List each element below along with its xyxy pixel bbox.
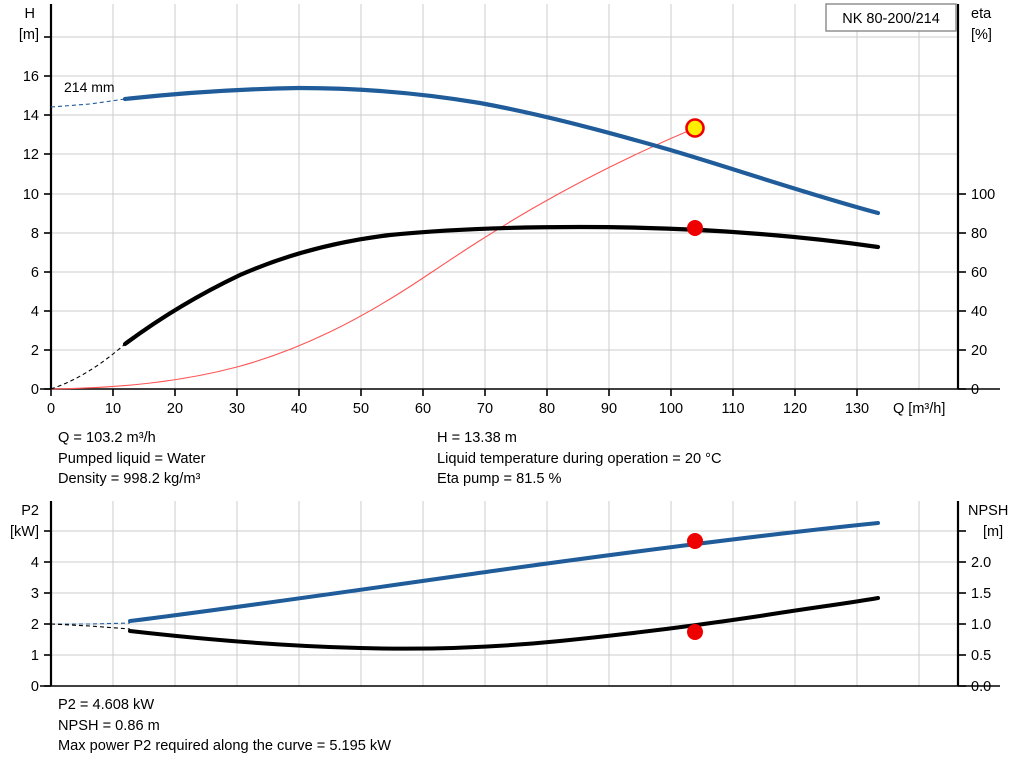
operating-info-right: H = 13.38 m Liquid temperature during op… <box>437 428 722 490</box>
upper-y-right-tick-100: 100 <box>971 187 995 203</box>
lower-y-left-tick-2: 2 <box>31 617 39 633</box>
lower-y-right-tick-05: 0.5 <box>971 648 991 664</box>
info-power: P2 = 4.608 kW <box>58 697 155 713</box>
lower-y-right-ticks <box>958 530 966 687</box>
upper-x-tick-70: 70 <box>477 401 493 417</box>
upper-grid-vertical <box>112 4 920 389</box>
info-npsh: NPSH = 0.86 m <box>58 717 160 734</box>
lower-y-left-title-line2: [kW] <box>10 524 39 540</box>
duty-point-efficiency-marker[interactable] <box>687 220 703 236</box>
upper-y-left-tick-14: 14 <box>23 108 39 124</box>
upper-y-left-tick-4: 4 <box>31 304 39 320</box>
upper-x-tick-80: 80 <box>539 401 555 417</box>
lower-y-left-tick-3: 3 <box>31 586 39 602</box>
head-efficiency-chart: 0 2 4 6 8 10 12 14 16 H [m] 0 20 40 60 8… <box>19 3 1000 417</box>
upper-x-ticks <box>50 389 858 396</box>
upper-x-tick-10: 10 <box>105 401 121 417</box>
upper-x-tick-50: 50 <box>353 401 369 417</box>
upper-y-left-tick-16: 16 <box>23 69 39 85</box>
upper-plot-background <box>51 4 958 389</box>
lower-y-left-tick-1: 1 <box>31 648 39 664</box>
model-name-box: NK 80-200/214 <box>825 3 957 32</box>
upper-y-right-ticks <box>958 193 966 390</box>
upper-y-right-tick-60: 60 <box>971 265 987 281</box>
duty-point-power-marker[interactable] <box>687 533 703 549</box>
info-pumped-liquid: Pumped liquid = Water <box>58 450 206 467</box>
upper-y-right-tick-20: 20 <box>971 343 987 359</box>
impeller-diameter-label: 214 mm <box>64 79 115 95</box>
upper-y-left-title-line2: [m] <box>19 27 39 43</box>
npsh-curve <box>128 596 880 651</box>
lower-y-right-title-line1: NPSH <box>968 503 1008 519</box>
duty-point-head-marker[interactable] <box>685 118 705 138</box>
lower-y-left-title-line1: P2 <box>21 503 39 519</box>
upper-y-left-tick-6: 6 <box>31 265 39 281</box>
upper-y-right-tick-40: 40 <box>971 304 987 320</box>
efficiency-curve <box>122 224 881 347</box>
upper-x-tick-130: 130 <box>845 401 869 417</box>
upper-y-right-tick-0: 0 <box>971 382 979 398</box>
upper-y-right-title-line1: eta <box>971 6 992 22</box>
upper-y-left-tick-2: 2 <box>31 343 39 359</box>
head-curve <box>122 85 881 216</box>
npsh-curve-extrapolated <box>50 623 131 630</box>
info-density: Density = 998.2 kg/m³ <box>58 471 201 487</box>
operating-info-left: Q = 103.2 m³/h Pumped liquid = Water Den… <box>58 428 206 490</box>
upper-y-left-title-line1: H <box>25 6 35 22</box>
upper-y-left-tick-12: 12 <box>23 147 39 163</box>
upper-x-tick-100: 100 <box>659 401 683 417</box>
upper-x-tick-90: 90 <box>601 401 617 417</box>
lower-y-left-tick-4: 4 <box>31 555 39 571</box>
power-npsh-chart: 0 1 2 3 4 P2 [kW] 0.0 0.5 1.0 1.5 2.0 NP… <box>10 501 1008 695</box>
info-eta-pump: Eta pump = 81.5 % <box>437 471 562 487</box>
lower-y-right-tick-15: 1.5 <box>971 586 991 602</box>
upper-y-right-title-line2: [%] <box>971 27 992 43</box>
upper-x-tick-20: 20 <box>167 401 183 417</box>
duty-point-npsh-marker[interactable] <box>687 624 703 640</box>
upper-x-tick-110: 110 <box>721 401 744 417</box>
lower-y-left-ticks <box>44 530 51 687</box>
lower-y-right-tick-0: 0.0 <box>971 679 991 695</box>
model-name-label: NK 80-200/214 <box>842 11 940 27</box>
upper-y-right-tick-80: 80 <box>971 226 987 242</box>
efficiency-curve-extrapolated <box>50 343 126 390</box>
power-curve <box>128 521 880 623</box>
info-max-power: Max power P2 required along the curve = … <box>58 738 391 754</box>
upper-x-tick-30: 30 <box>229 401 245 417</box>
lower-y-left-tick-0: 0 <box>31 679 39 695</box>
info-liquid-temperature: Liquid temperature during operation = 20… <box>437 450 722 467</box>
upper-x-tick-60: 60 <box>415 401 431 417</box>
duty-system-curve <box>50 127 696 390</box>
upper-y-left-tick-10: 10 <box>23 187 39 203</box>
info-flow: Q = 103.2 m³/h <box>58 430 156 446</box>
upper-x-axis-title: Q [m³/h] <box>893 401 945 417</box>
power-curve-extrapolated <box>51 622 131 625</box>
upper-x-tick-120: 120 <box>783 401 807 417</box>
lower-y-right-title-line2: [m] <box>983 524 1003 540</box>
info-head: H = 13.38 m <box>437 430 517 446</box>
lower-y-right-tick-10: 1.0 <box>971 617 991 633</box>
lower-y-right-tick-20: 2.0 <box>971 555 991 571</box>
upper-y-left-tick-0: 0 <box>31 382 39 398</box>
upper-y-left-ticks <box>44 36 51 390</box>
power-npsh-info: P2 = 4.608 kW NPSH = 0.86 m Max power P2… <box>58 695 391 757</box>
upper-x-tick-0: 0 <box>47 401 55 417</box>
upper-x-tick-40: 40 <box>291 401 307 417</box>
upper-y-left-tick-8: 8 <box>31 226 39 242</box>
